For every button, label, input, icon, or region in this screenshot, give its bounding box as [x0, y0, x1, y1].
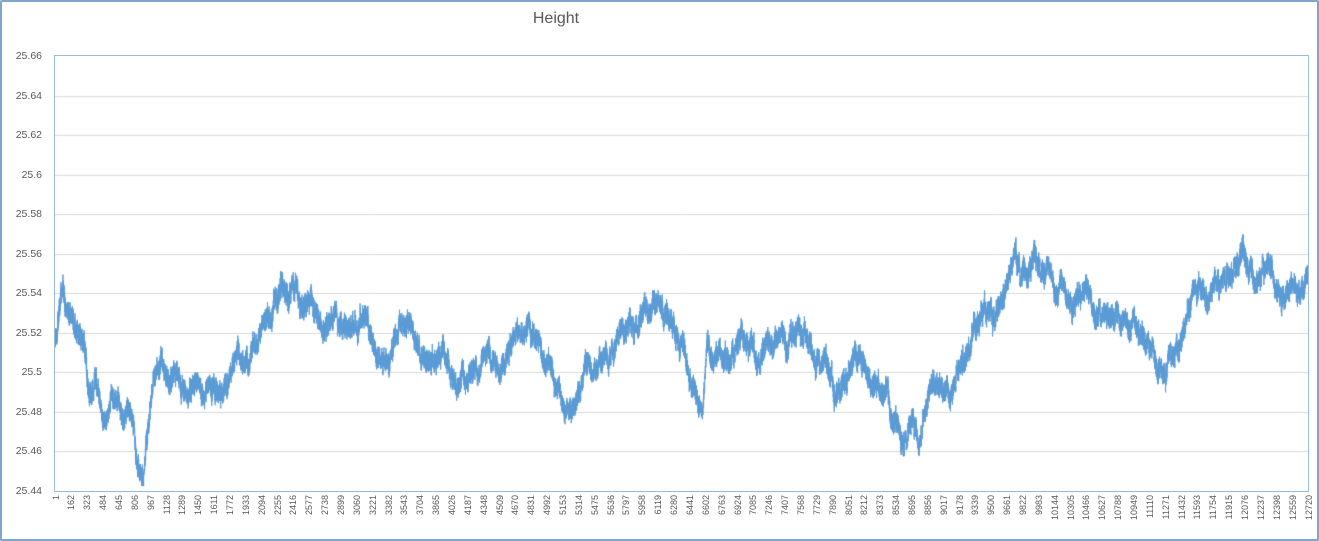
x-tick-label: 4187: [462, 495, 473, 516]
x-tick-label: 1772: [224, 495, 235, 516]
x-tick-label: 8212: [859, 495, 870, 516]
x-tick-label: 806: [129, 495, 140, 511]
y-tick-label: 25.62: [15, 129, 42, 142]
x-tick-label: 7568: [795, 495, 806, 516]
x-tick-label: 9178: [954, 495, 965, 516]
y-tick-label: 25.52: [15, 326, 42, 339]
x-tick-label: 12237: [1255, 495, 1266, 521]
x-tick-label: 12720: [1303, 495, 1314, 521]
y-tick-label: 25.46: [15, 445, 42, 458]
x-tick-label: 3865: [431, 495, 442, 516]
x-tick-label: 6763: [716, 495, 727, 516]
x-tick-label: 5475: [589, 495, 600, 516]
x-tick-label: 7729: [811, 495, 822, 516]
x-tick-label: 11271: [1160, 495, 1171, 520]
x-tick-label: 4348: [478, 495, 489, 516]
y-tick-label: 25.6: [21, 168, 42, 181]
x-tick-label: 9983: [1033, 495, 1044, 516]
x-tick-label: 8051: [843, 495, 854, 516]
x-tick-label: 3382: [383, 495, 394, 516]
x-tick-label: 967: [145, 495, 156, 511]
x-tick-label: 2577: [304, 495, 315, 516]
y-tick-label: 25.64: [15, 89, 42, 102]
x-tick-label: 9339: [970, 495, 981, 516]
x-tick-label: 1289: [177, 495, 188, 516]
x-tick-label: 3704: [415, 495, 426, 516]
x-tick-label: 11432: [1176, 495, 1187, 520]
x-tick-label: 9822: [1018, 495, 1028, 516]
x-tick-label: 2255: [272, 495, 283, 516]
x-tick-label: 9500: [986, 495, 997, 516]
y-tick-label: 25.58: [15, 208, 42, 221]
x-tick-label: 9661: [1002, 495, 1013, 516]
x-tick-label: 8695: [906, 495, 917, 516]
y-tick-label: 25.44: [15, 485, 42, 497]
plot-area: [54, 55, 1309, 492]
x-tick-label: 7085: [748, 495, 759, 516]
x-tick-label: 5153: [558, 495, 569, 516]
x-tick-label: 6602: [700, 495, 711, 516]
x-tick-label: 3221: [367, 495, 378, 516]
x-tick-label: 1933: [240, 495, 251, 516]
x-tick-label: 10466: [1081, 495, 1092, 521]
x-tick-label: 11110: [1144, 495, 1155, 519]
x-tick-label: 1611: [209, 495, 220, 515]
x-tick-label: 484: [98, 495, 109, 511]
x-tick-label: 3060: [351, 495, 362, 516]
x-tick-label: 7407: [780, 495, 791, 516]
x-tick-label: 10949: [1129, 495, 1140, 521]
x-tick-label: 9017: [938, 495, 949, 516]
x-tick-label: 5958: [637, 495, 648, 516]
y-tick-label: 25.54: [15, 287, 42, 300]
y-tick-label: 25.5: [21, 366, 42, 379]
x-tick-label: 10627: [1097, 495, 1108, 521]
x-tick-label: 8373: [875, 495, 886, 516]
x-tick-label: 2416: [288, 495, 299, 516]
x-tick-label: 645: [113, 495, 124, 511]
y-tick-label: 25.48: [15, 405, 42, 418]
x-tick-label: 5314: [573, 495, 584, 516]
x-tick-label: 11915: [1224, 495, 1235, 520]
x-tick-label: 1128: [161, 495, 172, 515]
x-tick-label: 4831: [526, 495, 537, 516]
x-tick-label: 2094: [256, 495, 267, 516]
x-tick-label: 4670: [510, 495, 521, 516]
x-tick-label: 3543: [399, 495, 410, 516]
x-tick-label: 8856: [922, 495, 933, 516]
y-tick-label: 25.66: [15, 50, 42, 62]
x-tick-label: 10305: [1065, 495, 1076, 521]
x-tick-label: 6441: [684, 495, 695, 516]
x-tick-label: 12559: [1287, 495, 1298, 521]
x-tick-label: 162: [66, 495, 77, 511]
x-tick-label: 2899: [335, 495, 346, 516]
chart-title: Height: [532, 10, 580, 27]
x-tick-label: 6119: [653, 495, 664, 515]
x-tick-label: 6924: [732, 495, 743, 516]
x-tick-label: 4992: [542, 495, 553, 516]
x-tick-label: 7246: [764, 495, 775, 516]
x-tick-label: 4026: [447, 495, 458, 516]
x-tick-label: 2738: [320, 495, 331, 516]
x-tick-label: 323: [82, 495, 93, 511]
x-tick-label: 4509: [494, 495, 505, 516]
x-tick-label: 10788: [1113, 495, 1124, 521]
x-tick-label: 10144: [1049, 495, 1060, 521]
x-tick-label: 11593: [1192, 495, 1203, 520]
y-tick-label: 25.56: [15, 247, 42, 260]
x-tick-label: 8534: [891, 495, 902, 516]
x-tick-label: 6280: [669, 495, 680, 516]
x-tick-label: 12398: [1271, 495, 1282, 521]
x-tick-label: 7890: [827, 495, 838, 516]
x-tick-label: 1: [50, 495, 61, 501]
x-tick-label: 1450: [193, 495, 204, 516]
x-tick-label: 5797: [621, 495, 632, 516]
x-tick-label: 11754: [1208, 495, 1219, 520]
x-tick-label: 5636: [605, 495, 616, 516]
x-tick-label: 12076: [1240, 495, 1251, 521]
